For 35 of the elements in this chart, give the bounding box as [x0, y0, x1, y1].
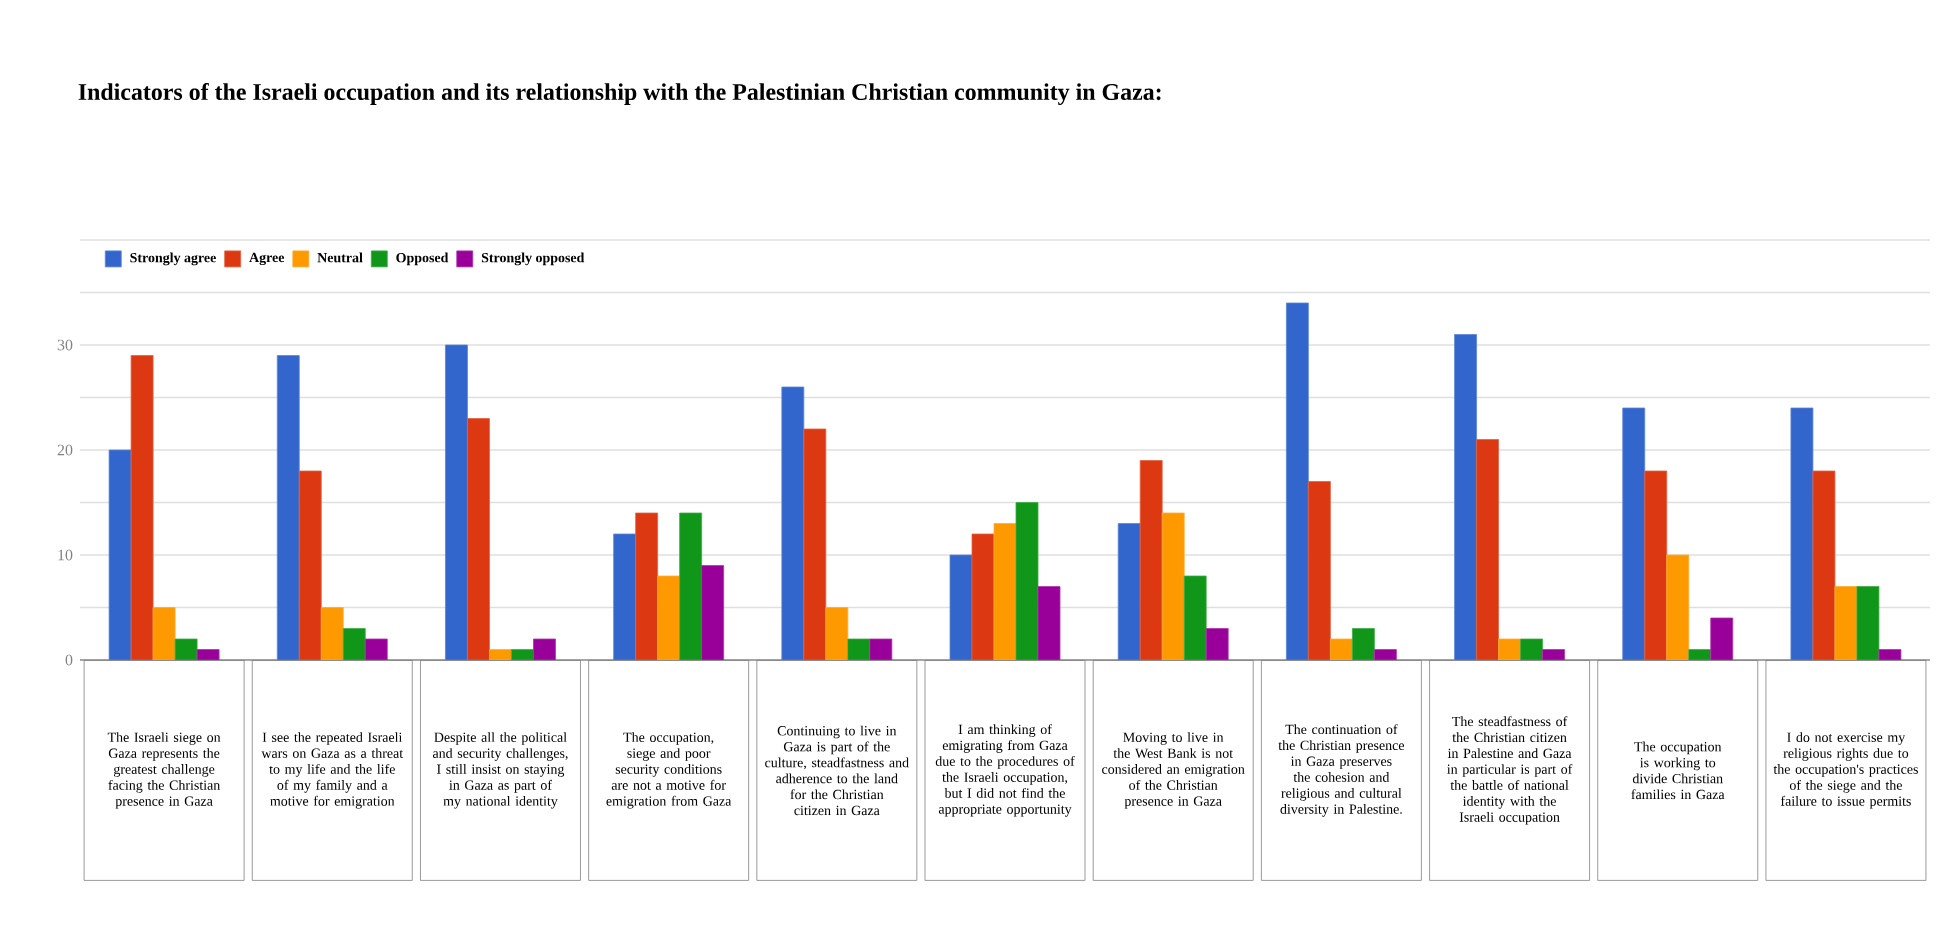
bar — [108, 449, 132, 660]
bar — [1666, 554, 1690, 660]
bar — [701, 565, 725, 660]
bar — [657, 575, 681, 660]
bar — [1205, 628, 1229, 660]
bar — [1622, 407, 1646, 660]
bar — [1285, 302, 1309, 660]
bar — [1117, 523, 1141, 660]
bar — [1710, 617, 1734, 660]
bar — [276, 355, 300, 660]
bar — [1015, 502, 1039, 660]
bar — [635, 512, 659, 660]
bar — [1454, 334, 1477, 660]
bar — [993, 523, 1017, 660]
bar — [1812, 470, 1836, 660]
bar — [320, 607, 344, 660]
bar — [679, 512, 703, 660]
bar — [1476, 439, 1499, 660]
bar — [342, 628, 366, 660]
bar — [130, 355, 154, 660]
chart-title: Indicators of the Israeli occupation and its relationship with the Palestinian Christian community in Gaza: — [78, 83, 1161, 105]
bar — [467, 418, 490, 660]
bar — [1183, 575, 1207, 660]
bar — [803, 428, 827, 660]
bar — [1790, 407, 1814, 660]
bar — [825, 607, 849, 660]
bar — [1139, 460, 1163, 660]
bar — [781, 386, 805, 660]
bar — [1307, 481, 1331, 660]
bar — [1351, 628, 1375, 660]
bar — [1644, 470, 1668, 660]
bar — [1161, 512, 1185, 660]
bar — [298, 470, 322, 660]
bar — [445, 344, 468, 660]
bar — [613, 533, 637, 660]
